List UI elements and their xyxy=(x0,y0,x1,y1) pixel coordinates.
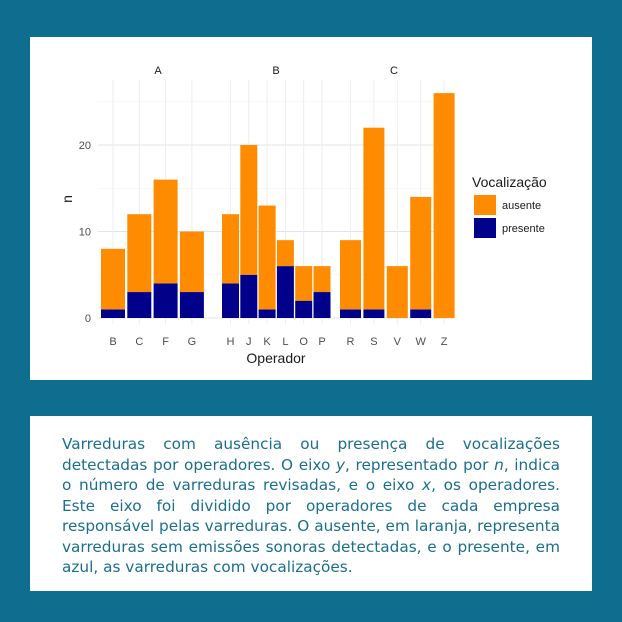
x-tick-label: R xyxy=(347,336,355,348)
x-tick-label: L xyxy=(282,336,288,348)
x-tick-label: W xyxy=(416,336,427,348)
chart-panel: 0 10 20 A B C F G B H J K L O P C R S V W Z n Operador Vocal… xyxy=(30,37,592,380)
x-tick-label: B xyxy=(109,336,116,348)
x-tick-label: S xyxy=(370,336,377,348)
bar-ausente-W xyxy=(410,196,432,310)
bar-presente-J xyxy=(240,274,258,318)
y-tick-label: 0 xyxy=(85,313,91,325)
x-tick-label: O xyxy=(299,336,308,348)
bar-ausente-G xyxy=(179,231,204,293)
caption-part-4: , os operadores. Este eixo foi dividido … xyxy=(62,476,560,576)
bar-ausente-B xyxy=(101,248,125,310)
x-tick-label: P xyxy=(318,336,325,348)
bar-presente-S xyxy=(363,309,385,318)
bar-ausente-K xyxy=(258,205,276,310)
bar-presente-F xyxy=(153,283,178,318)
caption-text: Varreduras com ausência ou presença de v… xyxy=(62,434,560,578)
caption-y-symbol: y xyxy=(335,455,346,474)
facet-label: A xyxy=(154,65,162,77)
caption-panel: Varreduras com ausência ou presença de v… xyxy=(30,416,592,591)
legend: Vocalização ausente presente xyxy=(472,174,547,238)
x-tick-label: V xyxy=(394,336,402,348)
bar-presente-W xyxy=(410,309,432,318)
bar-ausente-P xyxy=(313,266,331,293)
y-tick-label: 10 xyxy=(79,227,91,239)
bar-presente-C xyxy=(127,292,152,318)
bar-presente-P xyxy=(313,292,331,318)
bar-ausente-F xyxy=(153,179,178,284)
bar-presente-B xyxy=(101,309,125,318)
x-tick-label: H xyxy=(227,336,235,348)
y-tick-label: 20 xyxy=(79,140,91,152)
facet-label: C xyxy=(390,65,398,77)
x-tick-label: J xyxy=(246,336,252,348)
caption-part-2: , representado por xyxy=(345,455,495,474)
bar-ausente-J xyxy=(240,145,258,275)
x-tick-label: Z xyxy=(441,336,448,348)
x-tick-label: F xyxy=(162,336,169,348)
bar-ausente-L xyxy=(276,240,294,267)
bar-presente-K xyxy=(258,309,276,318)
bar-ausente-O xyxy=(295,266,313,301)
bar-presente-G xyxy=(179,292,204,318)
bar-presente-R xyxy=(340,309,361,318)
x-tick-label: K xyxy=(263,336,271,348)
legend-label-ausente: ausente xyxy=(502,200,541,212)
caption-n-symbol: n xyxy=(494,455,504,474)
legend-key-ausente xyxy=(474,195,496,215)
x-tick-label: C xyxy=(135,336,143,348)
x-tick-label: G xyxy=(188,336,197,348)
caption-part-1: Varreduras com ausência ou presença de v… xyxy=(62,435,560,474)
bar-presente-O xyxy=(295,300,313,318)
stacked-bar-chart: 0 10 20 A B C F G B H J K L O P C R S V W Z n Operador Vocal… xyxy=(59,65,547,366)
legend-key-presente xyxy=(474,218,496,238)
bar-ausente-R xyxy=(340,240,361,310)
x-axis-title: Operador xyxy=(246,350,305,366)
legend-title: Vocalização xyxy=(472,174,547,190)
bar-ausente-Z xyxy=(433,93,455,318)
facet-label: B xyxy=(272,65,279,77)
y-axis-title: n xyxy=(59,195,75,203)
caption-part-3: , indica o número de varreduras revisada… xyxy=(62,455,560,495)
legend-label-presente: presente xyxy=(502,223,545,235)
bar-presente-H xyxy=(222,283,239,318)
bar-ausente-S xyxy=(363,127,385,310)
bar-ausente-C xyxy=(127,214,152,293)
bar-presente-L xyxy=(276,266,294,318)
caption-x-symbol: x xyxy=(422,476,432,494)
bar-ausente-V xyxy=(386,266,408,318)
bar-ausente-H xyxy=(222,214,239,284)
